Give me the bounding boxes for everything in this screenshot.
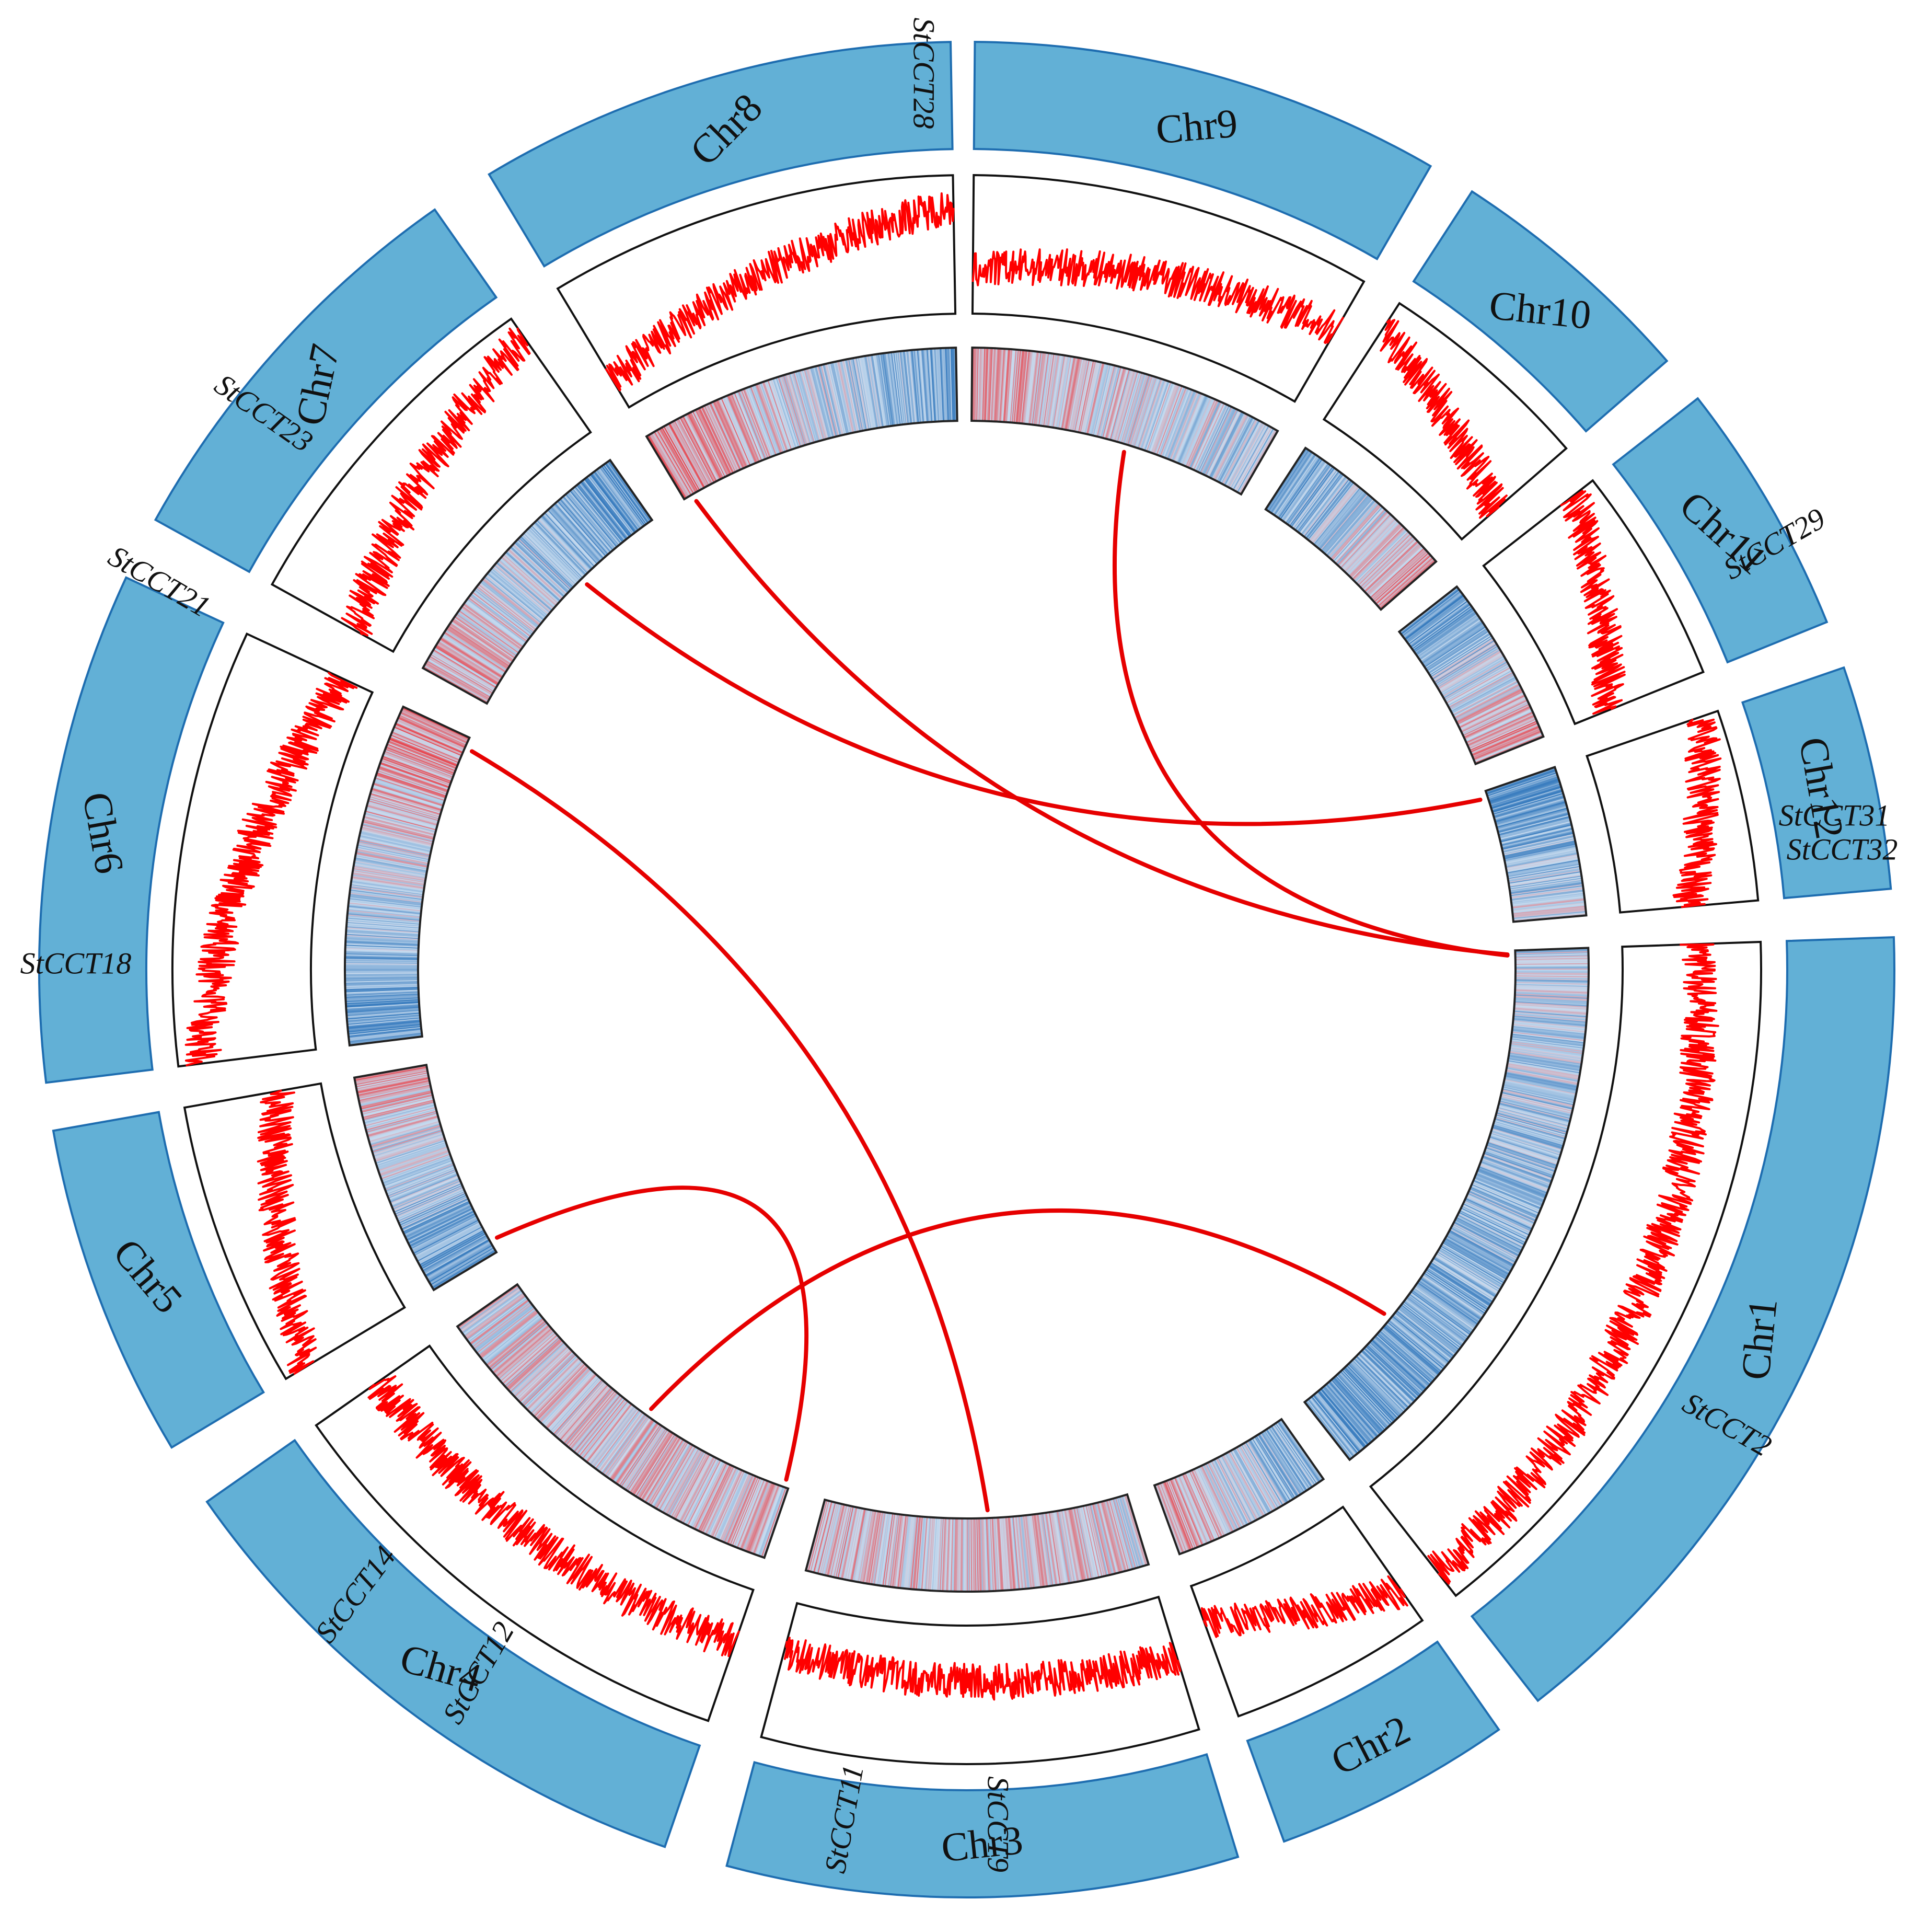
chr7-ideogram [154,208,498,573]
gene-density-heatmap-track [344,347,1590,1593]
chr12-ideogram [1741,666,1892,900]
chr4-heatmap-outline [456,1283,790,1559]
chr10-heatmap [1265,447,1437,610]
chr2-heatmap [1154,1419,1324,1555]
chr1-ideogram [1470,936,1895,1702]
chr9-label: Chr9 [1154,100,1239,152]
chr6-heatmap [345,706,470,1046]
chr4-density-line [367,1375,741,1657]
chr3-ideogram [725,1753,1240,1898]
link-stcct12-stcct2 [649,1208,1386,1411]
chr9-density-line [971,248,1345,344]
link-stcct21-stcct29 [585,582,1483,826]
chr10-density-line [1380,319,1508,519]
link-stcct14-stcct11 [494,1185,809,1482]
chr1-density-frame [1369,940,1762,1597]
gene-label-stcct32: StCCT32 [1787,833,1898,867]
chr2-heatmap-outline [1153,1418,1325,1556]
gene-label-stcct28: StCCT28 [907,18,941,129]
chr12-density-frame [1586,709,1760,914]
gene-label-stcct31: StCCT31 [1779,799,1890,833]
chr9-ideogram [973,41,1432,261]
chr3-label: Chr3 [939,1817,1025,1871]
chr8-heatmap-outline [645,347,958,501]
chr11-ideogram [1612,397,1829,664]
chr8-heatmap [646,348,958,499]
chr8-density-line [605,192,955,392]
chr10-ideogram [1412,190,1669,433]
chr7-heatmap-outline [421,458,654,705]
chr11-density-line [1560,490,1626,715]
chr5-density-line [257,1089,317,1375]
chr6-heatmap-outline [344,705,471,1047]
chr9-heatmap-outline [970,347,1279,496]
gene-label-stcct9: StCCT9 [981,1776,1015,1872]
chr9-heatmap [971,348,1278,494]
link-stcct28-stcct32 [1113,450,1510,958]
chr1-label: Chr1 [1732,1296,1786,1382]
gene-label-stcct18: StCCT18 [20,947,132,981]
chr8-ideogram [488,41,954,268]
chr7-heatmap [423,459,653,704]
link-stcct18-stcct9 [470,749,990,1513]
chr3-heatmap-outline [804,1493,1150,1593]
chr4-heatmap [457,1284,789,1558]
chr2-ideogram [1246,1640,1500,1843]
chr10-heatmap-outline [1264,446,1438,611]
chr6-density-line [184,672,358,1067]
chr7-density-line [341,327,531,637]
chr1-heatmap [1304,948,1589,1460]
chr6-ideogram [38,576,225,1084]
chr12-density-line [1672,718,1722,908]
chr5-ideogram [52,1111,265,1449]
synteny-links [470,450,1510,1513]
chr2-density-line [1200,1575,1408,1638]
link-stcct23-stcct31 [694,499,1510,957]
chr12-heatmap-outline [1484,766,1588,923]
chr1-density-line [1427,943,1719,1585]
chr9-density-frame [971,174,1366,403]
chr5-heatmap-outline [353,1064,498,1292]
chr5-heatmap [354,1064,496,1290]
chr3-density-line [783,1637,1182,1701]
chr4-ideogram [205,1438,701,1848]
chr11-heatmap-outline [1397,585,1545,766]
gene-density-line-track [171,174,1762,1765]
chr1-heatmap-outline [1303,947,1590,1461]
chr10-label: Chr10 [1487,282,1593,338]
chr11-heatmap [1399,586,1544,765]
